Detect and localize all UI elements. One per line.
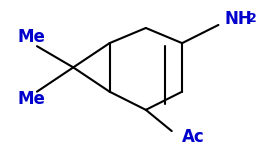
Text: Ac: Ac [182,128,205,146]
Text: Me: Me [18,90,46,108]
Text: NH: NH [225,10,253,28]
Text: 2: 2 [248,12,257,25]
Text: Me: Me [18,28,46,46]
